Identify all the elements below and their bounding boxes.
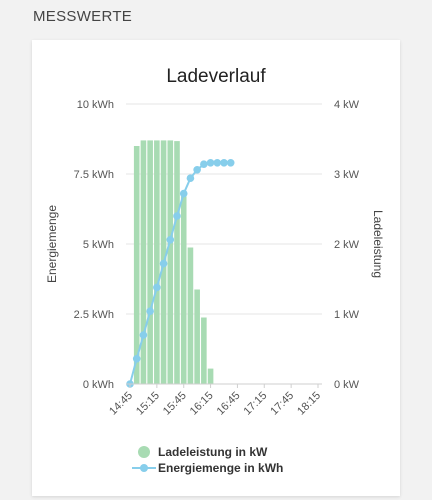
legend: Ladeleistung in kW Energiemenge in kWh <box>132 445 283 475</box>
bar <box>154 140 160 384</box>
energy-point <box>173 212 181 220</box>
y-right-tick-label: 2 kW <box>334 239 360 251</box>
x-tick-label: 18:15 <box>295 390 323 418</box>
legend-label-ladeleistung: Ladeleistung in kW <box>158 445 268 459</box>
energy-point <box>213 159 222 167</box>
y-left-tick-label: 10 kWh <box>77 99 114 111</box>
energy-point <box>146 307 154 316</box>
energy-point <box>139 331 148 339</box>
x-tick-label: 15:45 <box>161 390 189 418</box>
energy-point <box>226 159 235 167</box>
x-tick-label: 17:15 <box>241 390 269 418</box>
bar <box>187 247 194 384</box>
y-left-tick-label: 2.5 kWh <box>74 309 114 321</box>
energy-point <box>200 160 208 168</box>
y-axis-left-title: Energiemenge <box>45 205 59 283</box>
energy-point <box>220 159 228 167</box>
chart-title: Ladeverlauf <box>166 66 266 87</box>
line-series <box>126 159 235 388</box>
energy-point <box>159 259 168 268</box>
legend-label-energiemenge: Energiemenge in kWh <box>158 461 283 475</box>
bar <box>174 141 180 384</box>
x-tick-label: 16:15 <box>188 390 216 418</box>
bar <box>207 368 214 384</box>
energy-point <box>193 166 201 174</box>
y-right-tick-label: 1 kW <box>334 309 360 321</box>
bar <box>167 140 174 384</box>
energy-point <box>179 189 188 198</box>
chart-card: Ladeverlauf 0 kWh 0 kW 2.5 kWh 1 kW 5 kWh 2 k… <box>32 40 400 496</box>
bar <box>140 140 147 384</box>
y-left-tick-label: 0 kWh <box>83 379 114 391</box>
y-left-tick-label: 5 kWh <box>83 239 114 251</box>
y-left-tick-label: 7.5 kWh <box>74 169 114 181</box>
x-tick-label: 15:15 <box>134 390 162 418</box>
legend-line-marker <box>140 464 148 472</box>
energy-point <box>186 174 195 182</box>
y-right-tick-label: 0 kW <box>334 379 360 391</box>
y-axis-right-title: Ladeleistung <box>371 210 385 278</box>
energy-point <box>132 355 141 363</box>
bars <box>133 140 214 384</box>
energy-point <box>153 283 161 292</box>
x-tick-label: 17:45 <box>268 390 296 418</box>
energy-point <box>206 159 215 167</box>
y-right-tick-label: 3 kW <box>334 169 360 181</box>
bar <box>133 146 140 384</box>
bar <box>180 196 187 384</box>
y-right-tick-label: 4 kW <box>334 99 360 111</box>
axes: 0 kWh 0 kW 2.5 kWh 1 kW 5 kWh 2 kW 7.5 kWh 3 kW… <box>74 99 360 418</box>
charging-chart: Ladeverlauf 0 kWh 0 kW 2.5 kWh 1 kW 5 kWh 2 k… <box>45 66 385 475</box>
x-tick-label: 14:45 <box>107 390 135 418</box>
legend-bar-swatch <box>138 446 150 458</box>
bar <box>201 317 207 384</box>
energy-point <box>166 236 175 244</box>
bar <box>147 140 153 384</box>
section-title: MESSWERTE <box>33 8 133 25</box>
x-tick-label: 16:45 <box>215 390 243 418</box>
bar <box>194 289 200 384</box>
